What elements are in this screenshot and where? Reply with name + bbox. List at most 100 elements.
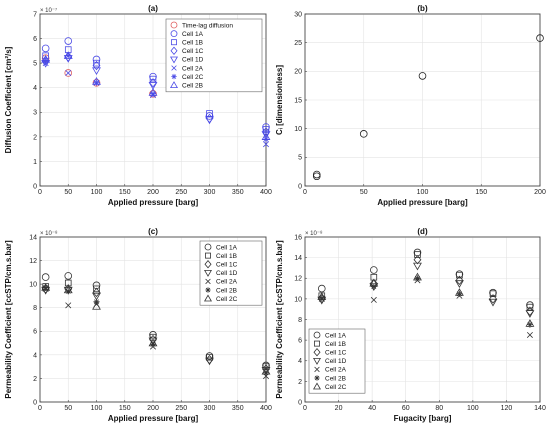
- data-point: [413, 254, 422, 265]
- data-point: [414, 251, 421, 258]
- y-tick-label: 10: [294, 126, 302, 133]
- x-tick-label: 100: [417, 189, 429, 196]
- data-point: [455, 275, 464, 286]
- data-point: [261, 132, 271, 140]
- data-point: [526, 306, 534, 316]
- y-tick-label: 0: [298, 183, 302, 190]
- x-tick-label: 100: [467, 405, 479, 412]
- legend-entry: Cell 1B: [325, 341, 346, 348]
- data-point: [64, 37, 73, 45]
- plot-border: [304, 236, 541, 403]
- data-point: [370, 296, 377, 303]
- legend-entry: Cell 1B: [216, 253, 237, 260]
- data-point: [65, 52, 72, 59]
- data-point: [317, 284, 326, 293]
- data-point: [413, 262, 422, 271]
- data-point: [413, 272, 422, 281]
- legend-marker: [170, 46, 178, 56]
- legend-entry: Cell 2B: [325, 375, 346, 382]
- data-point: [149, 90, 157, 97]
- y-tick-label: 0: [33, 399, 37, 406]
- x-axis-label: Applied pressure [barg]: [108, 198, 199, 207]
- y-tick-label: 6: [33, 329, 37, 336]
- legend-marker: [171, 65, 177, 71]
- x-tick-label: 80: [435, 405, 443, 412]
- legend-marker: [314, 340, 320, 347]
- data-point: [454, 280, 464, 288]
- legend-entry: Cell 2C: [216, 296, 238, 303]
- y-tick-label: 12: [294, 276, 302, 283]
- y-tick-label: 8: [33, 305, 37, 312]
- data-point: [318, 295, 325, 302]
- data-point: [312, 170, 321, 179]
- data-point: [64, 69, 73, 77]
- data-point: [63, 51, 73, 59]
- data-point: [262, 123, 270, 131]
- y-tick-label: 5: [33, 61, 37, 68]
- legend-entry: Cell 1C: [216, 262, 238, 269]
- chart-title: (d): [417, 227, 428, 236]
- data-point: [456, 271, 463, 279]
- x-tick-label: 350: [232, 189, 244, 196]
- data-point: [41, 44, 50, 53]
- y-tick-label: 4: [33, 85, 37, 92]
- y-tick-label: 4: [33, 352, 37, 359]
- data-point: [206, 353, 213, 361]
- data-point: [456, 290, 463, 297]
- data-point: [92, 79, 101, 87]
- data-point: [42, 284, 49, 291]
- y-tick-label: 20: [294, 69, 302, 76]
- data-point: [148, 337, 158, 346]
- legend-marker: [314, 366, 320, 373]
- x-tick-label: 0: [303, 405, 307, 412]
- data-point: [489, 288, 497, 297]
- data-point: [41, 283, 51, 291]
- data-point: [369, 278, 379, 287]
- series-6: [42, 284, 270, 376]
- data-point: [525, 319, 535, 327]
- legend-marker: [204, 259, 212, 269]
- legend-box: [165, 18, 263, 93]
- series-8: [41, 51, 271, 140]
- data-point: [149, 341, 157, 348]
- y-tick-label: 10: [29, 282, 37, 289]
- data-point: [93, 59, 100, 67]
- data-point: [359, 130, 368, 138]
- data-point: [526, 331, 533, 338]
- data-point: [526, 301, 534, 309]
- y-tick-label: 3: [33, 110, 37, 117]
- y-tick-label: 16: [294, 234, 302, 241]
- y-tick-label: 0: [33, 183, 37, 190]
- legend-entry: Cell 2B: [216, 287, 237, 294]
- axis-exponent-label: × 10⁻⁷: [40, 7, 57, 14]
- plot-border: [39, 13, 267, 187]
- legend-marker: [205, 252, 211, 259]
- legend-entry: Cell 2C: [182, 74, 204, 81]
- data-point: [92, 301, 101, 310]
- x-tick-label: 50: [64, 189, 72, 196]
- data-point: [64, 272, 73, 280]
- y-axis-label: Cᵢ [dimensionless]: [275, 65, 284, 135]
- x-tick-label: 0: [38, 405, 42, 412]
- data-point: [526, 321, 533, 328]
- x-tick-label: 200: [534, 189, 546, 196]
- data-point: [65, 302, 72, 309]
- y-tick-label: 6: [298, 338, 302, 345]
- y-tick-label: 14: [294, 255, 302, 262]
- axis-exponent-label: × 10⁻⁸: [40, 230, 58, 237]
- series-1: [312, 34, 544, 181]
- legend-entry: Cell 1A: [325, 332, 347, 339]
- y-tick-label: 30: [294, 11, 302, 18]
- x-tick-label: 250: [175, 189, 187, 196]
- legend-entry: Cell 1A: [182, 31, 204, 38]
- data-point: [149, 90, 157, 98]
- legend-entry: Time-lag diffusion: [182, 22, 233, 29]
- chart-panel-c: 0 50 100 150 200 250 300 350 400 0 2 4 6 8 10 12 14 (c) × …: [4, 227, 272, 423]
- data-point: [92, 55, 101, 64]
- data-point: [262, 369, 270, 376]
- data-point: [63, 286, 73, 295]
- legend-marker: [171, 73, 177, 80]
- legend-marker: [313, 382, 321, 390]
- x-tick-label: 50: [64, 405, 72, 412]
